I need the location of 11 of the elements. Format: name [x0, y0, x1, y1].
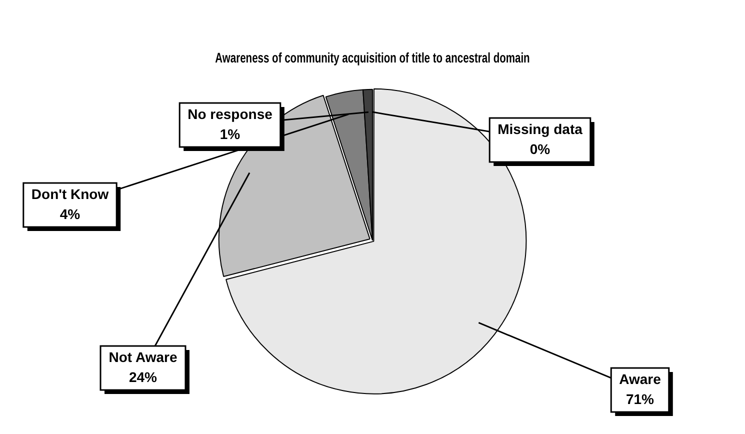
- category-label: Missing data: [498, 120, 582, 137]
- chart-title: Awareness of community acquisition of title to ancestral domain: [215, 50, 530, 66]
- slice-label: Don't Know: [31, 186, 109, 202]
- data-label: 4%: [60, 206, 81, 222]
- data-label: 1%: [220, 126, 241, 142]
- data-label: 24%: [128, 368, 158, 385]
- slice-label: Aware: [619, 370, 662, 387]
- slice-label: No response: [188, 106, 273, 122]
- text: 0%: [530, 140, 550, 157]
- data-label: 71%: [626, 390, 655, 407]
- slice-label: Not Aware: [108, 348, 178, 365]
